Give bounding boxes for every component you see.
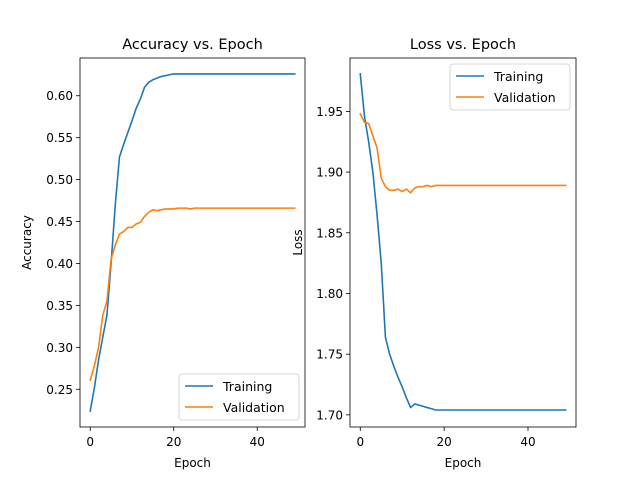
accuracy-xtick-label: 20 bbox=[166, 435, 181, 449]
loss-xlabel: Epoch bbox=[445, 456, 482, 470]
loss-legend-validation-label: Validation bbox=[494, 90, 556, 105]
loss-ticks: 0 20 40 1.70 1.75 1.80 1.85 1.90 1.95 bbox=[316, 105, 535, 449]
loss-panel: Loss vs. Epoch 0 20 40 1.70 1.75 1.80 1.85 1.90… bbox=[291, 37, 577, 470]
accuracy-ytick-label: 0.45 bbox=[46, 215, 73, 229]
loss-plot-frame bbox=[349, 57, 577, 428]
accuracy-ytick-label: 0.30 bbox=[46, 341, 73, 355]
loss-validation-line bbox=[359, 112, 567, 194]
accuracy-ytick-label: 0.55 bbox=[46, 131, 73, 145]
accuracy-legend: Training Validation bbox=[178, 373, 300, 421]
loss-lines bbox=[359, 72, 567, 411]
accuracy-plot-frame bbox=[79, 57, 306, 428]
loss-ytick-label: 1.90 bbox=[316, 166, 343, 180]
accuracy-validation-line bbox=[89, 207, 296, 382]
loss-ytick-label: 1.75 bbox=[316, 348, 343, 362]
accuracy-ytick-label: 0.40 bbox=[46, 257, 73, 271]
accuracy-panel: Accuracy vs. Epoch 0 20 40 0.25 0.30 0.35 0.40… bbox=[20, 37, 306, 470]
loss-legend: Training Validation bbox=[449, 63, 571, 111]
accuracy-legend-validation-label: Validation bbox=[223, 400, 285, 415]
loss-ytick-label: 1.80 bbox=[316, 287, 343, 301]
accuracy-ytick-label: 0.60 bbox=[46, 89, 73, 103]
accuracy-ytick-label: 0.50 bbox=[46, 173, 73, 187]
loss-xtick-label: 40 bbox=[520, 435, 535, 449]
accuracy-ylabel: Accuracy bbox=[20, 215, 34, 270]
loss-xtick-label: 0 bbox=[356, 435, 364, 449]
accuracy-ticks: 0 20 40 0.25 0.30 0.35 0.40 0.45 0.50 0.55 0.60 bbox=[46, 89, 265, 449]
accuracy-title: Accuracy vs. Epoch bbox=[122, 37, 263, 53]
loss-legend-training-label: Training bbox=[493, 69, 543, 84]
accuracy-lines bbox=[89, 73, 296, 412]
accuracy-xtick-label: 0 bbox=[86, 435, 94, 449]
loss-title: Loss vs. Epoch bbox=[410, 37, 516, 53]
loss-xtick-label: 20 bbox=[436, 435, 451, 449]
loss-ytick-label: 1.85 bbox=[316, 226, 343, 240]
loss-training-line bbox=[359, 72, 567, 411]
accuracy-xlabel: Epoch bbox=[174, 456, 211, 470]
accuracy-legend-training-label: Training bbox=[222, 379, 272, 394]
accuracy-xtick-label: 40 bbox=[250, 435, 265, 449]
accuracy-training-line bbox=[89, 73, 296, 412]
loss-ytick-label: 1.70 bbox=[316, 408, 343, 422]
loss-ylabel: Loss bbox=[291, 229, 305, 255]
accuracy-ytick-label: 0.35 bbox=[46, 299, 73, 313]
accuracy-ytick-label: 0.25 bbox=[46, 383, 73, 397]
loss-ytick-label: 1.95 bbox=[316, 105, 343, 119]
